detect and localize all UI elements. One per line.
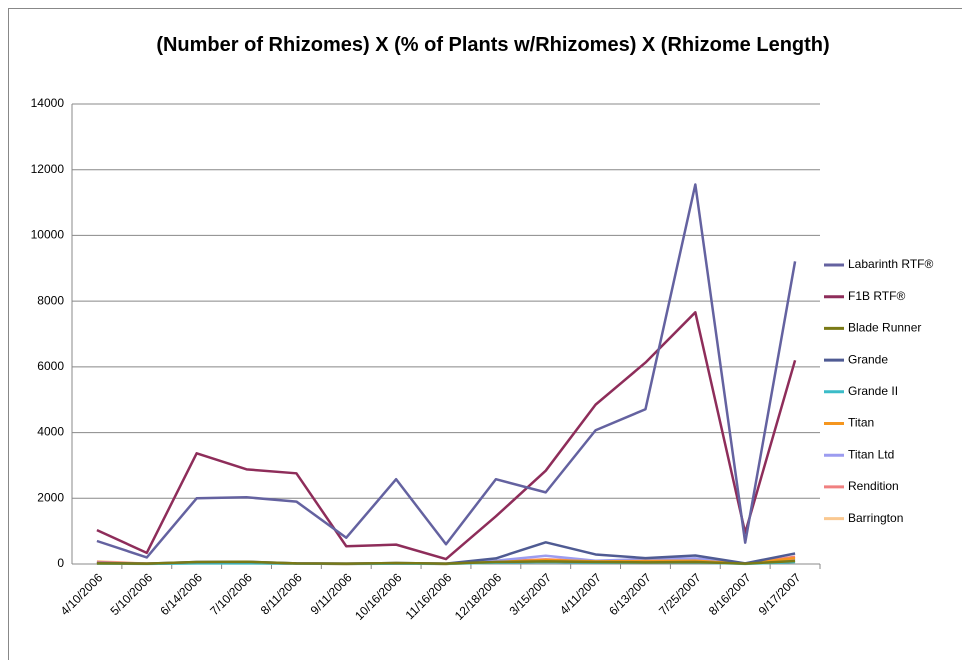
y-tick-label: 4000	[37, 425, 64, 439]
legend-label: Rendition	[848, 479, 899, 493]
legend-label: Titan Ltd	[848, 447, 894, 461]
x-tick-label: 8/16/2007	[706, 570, 754, 618]
y-tick-label: 10000	[31, 228, 65, 242]
series-line	[96, 559, 796, 565]
legend-label: F1B RTF®	[848, 289, 905, 303]
legend-label: Blade Runner	[848, 321, 921, 335]
x-tick-label: 9/17/2007	[756, 570, 804, 618]
x-tick-label: 10/16/2006	[352, 570, 405, 623]
x-tick-label: 7/25/2007	[656, 570, 704, 618]
x-tick-label: 6/13/2007	[606, 570, 654, 618]
x-tick-label: 12/18/2006	[452, 570, 505, 623]
legend-label: Barrington	[848, 511, 903, 525]
y-tick-label: 8000	[37, 293, 64, 307]
x-tick-label: 6/14/2006	[157, 570, 205, 618]
legend-label: Titan	[848, 416, 874, 430]
x-tick-label: 5/10/2006	[108, 570, 156, 618]
y-tick-label: 12000	[31, 162, 65, 176]
x-tick-label: 4/10/2006	[58, 570, 106, 618]
chart-title: (Number of Rhizomes) X (% of Plants w/Rh…	[156, 34, 830, 56]
legend-label: Grande	[848, 352, 888, 366]
x-tick-label: 8/11/2006	[258, 570, 305, 617]
y-tick-label: 0	[57, 556, 64, 570]
series-line	[96, 183, 797, 559]
x-tick-label: 7/10/2006	[207, 570, 255, 618]
x-tick-label: 9/11/2006	[308, 570, 355, 617]
x-tick-label: 3/15/2007	[506, 570, 554, 618]
y-tick-label: 14000	[31, 96, 65, 110]
legend-label: Grande II	[848, 384, 898, 398]
series-line	[96, 311, 797, 561]
x-tick-label: 4/11/2007	[557, 570, 604, 617]
legend-label: Labarinth RTF®	[848, 257, 933, 271]
y-tick-label: 6000	[37, 359, 64, 373]
x-tick-label: 11/16/2006	[403, 570, 455, 622]
chart-frame	[8, 8, 962, 660]
y-tick-label: 2000	[37, 490, 64, 504]
